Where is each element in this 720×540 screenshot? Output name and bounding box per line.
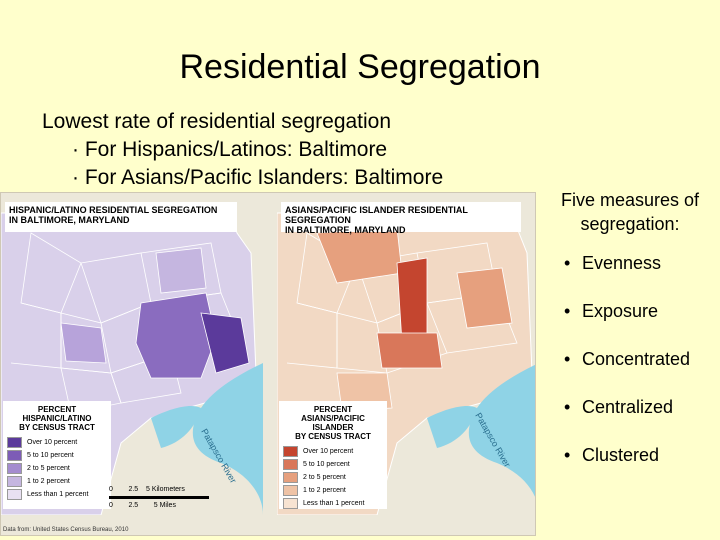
data-credit: Data from: United States Census Bureau, … bbox=[3, 527, 129, 533]
legend-row: 1 to 2 percent bbox=[7, 475, 107, 488]
main-bullet: Lowest rate of residential segregation bbox=[42, 110, 392, 133]
legend-swatch bbox=[283, 485, 298, 496]
legend-row: 5 to 10 percent bbox=[7, 449, 107, 462]
asian-map-title: ASIANS/PACIFIC ISLANDER RESIDENTIAL SEGR… bbox=[281, 202, 521, 235]
legend-swatch bbox=[7, 489, 22, 500]
legend-swatch bbox=[283, 472, 298, 483]
legend-row: 5 to 10 percent bbox=[283, 458, 383, 471]
scale-km: 0 2.5 5 Kilometers bbox=[109, 486, 185, 493]
legend-swatch bbox=[283, 459, 298, 470]
legend-row: 1 to 2 percent bbox=[283, 484, 383, 497]
legend-swatch bbox=[283, 446, 298, 457]
legend-swatch bbox=[7, 450, 22, 461]
hispanic-map-title-line1: HISPANIC/LATINO RESIDENTIAL SEGREGATION bbox=[9, 205, 218, 215]
measure-item: • Evenness bbox=[564, 253, 662, 273]
measures-panel: Five measures of segregation: • Evenness … bbox=[550, 188, 710, 491]
legend-row: 2 to 5 percent bbox=[7, 462, 107, 475]
map-scale: 0 2.5 5 Kilometers 0 2.5 5 Miles bbox=[109, 485, 209, 510]
legend-swatch bbox=[7, 463, 22, 474]
measures-list: • Evenness • Exposure • Concentrated • Centr… bbox=[564, 251, 710, 491]
main-bullet-block: Lowest rate of residential segregation ·… bbox=[42, 108, 443, 192]
legend-row: Less than 1 percent bbox=[7, 488, 107, 501]
legend-row: Over 10 percent bbox=[283, 445, 383, 458]
asian-map: Patapsco River ASIANS/PACIFIC ISLANDER R… bbox=[277, 193, 535, 515]
hispanic-map-title: HISPANIC/LATINO RESIDENTIAL SEGREGATION … bbox=[5, 202, 237, 232]
legend-swatch bbox=[7, 476, 22, 487]
asian-legend-title: PERCENT ASIANS/PACIFIC ISLANDER BY CENSU… bbox=[295, 405, 371, 441]
hispanic-map: Patapsco River HISPANIC/LATINO RESIDENTI… bbox=[1, 193, 263, 515]
legend-row: 2 to 5 percent bbox=[283, 471, 383, 484]
measure-item: • Exposure bbox=[564, 301, 659, 321]
sub-bullet-asian: · For Asians/Pacific Islanders: Baltimor… bbox=[72, 166, 444, 189]
asian-legend: PERCENT ASIANS/PACIFIC ISLANDER BY CENSU… bbox=[279, 401, 387, 509]
measures-heading: Five measures of segregation: bbox=[560, 190, 700, 234]
segregation-maps-figure: Patapsco River HISPANIC/LATINO RESIDENTI… bbox=[0, 192, 536, 536]
measure-item: • Clustered bbox=[564, 445, 660, 465]
legend-swatch bbox=[7, 437, 22, 448]
hispanic-legend-title: PERCENT HISPANIC/LATINO BY CENSUS TRACT bbox=[19, 405, 95, 432]
scale-mi: 0 2.5 5 Miles bbox=[109, 502, 176, 509]
hispanic-map-title-line2: IN BALTIMORE, MARYLAND bbox=[9, 215, 130, 225]
asian-map-title-line1: ASIANS/PACIFIC ISLANDER RESIDENTIAL SEGR… bbox=[285, 205, 468, 225]
scale-bar bbox=[109, 496, 209, 499]
legend-row: Less than 1 percent bbox=[283, 497, 383, 510]
hispanic-legend: PERCENT HISPANIC/LATINO BY CENSUS TRACT … bbox=[3, 401, 111, 509]
legend-row: Over 10 percent bbox=[7, 436, 107, 449]
slide-title: Residential Segregation bbox=[179, 48, 541, 86]
measure-item: • Concentrated bbox=[564, 349, 691, 369]
sub-bullet-hispanic: · For Hispanics/Latinos: Baltimore bbox=[72, 138, 388, 161]
measure-item: • Centralized bbox=[564, 397, 674, 417]
legend-swatch bbox=[283, 498, 298, 509]
asian-map-title-line2: IN BALTIMORE, MARYLAND bbox=[285, 225, 406, 235]
